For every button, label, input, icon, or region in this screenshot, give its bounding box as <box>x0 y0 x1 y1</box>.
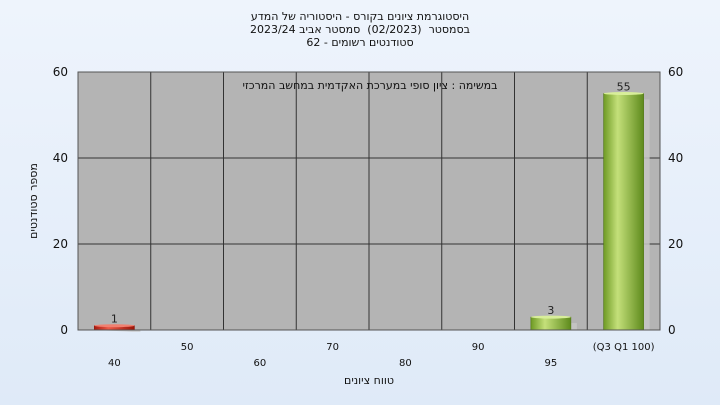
y-tick-left-0: 0 <box>60 323 68 337</box>
y-tick-left-1: 20 <box>53 237 68 251</box>
x-axis-label: טווח ציונים <box>344 374 394 387</box>
category-label-5: 90 <box>472 342 485 353</box>
y-tick-right-1: 20 <box>668 237 683 251</box>
category-label-2: 60 <box>254 358 267 369</box>
y-tick-right-3: 60 <box>668 65 683 79</box>
bar-cap-6 <box>530 315 571 319</box>
y-axis-label: מספר סטודנטים <box>27 163 40 239</box>
bar-7 <box>603 93 644 331</box>
bar-cap-0 <box>94 324 135 328</box>
y-tick-right-0: 0 <box>668 323 676 337</box>
chart-title-line-2: בסמסטר (02/2023) סמסטר אביב 2023/24 <box>249 23 471 36</box>
bar-cap-7 <box>603 92 644 95</box>
category-label-7: (Q3 Q1 100) <box>593 342 655 353</box>
chart-title-line-1: היסטוגרמת ציונים בקורס - היסטוריה של המד… <box>250 10 470 23</box>
category-label-1: 50 <box>181 342 194 353</box>
value-label-7: 55 <box>617 81 631 94</box>
value-label-0: 1 <box>111 313 118 326</box>
category-label-6: 95 <box>545 358 558 369</box>
y-tick-left-3: 60 <box>53 65 68 79</box>
plot-border <box>77 71 661 331</box>
category-label-3: 70 <box>326 342 339 353</box>
y-tick-right-2: 40 <box>668 151 683 165</box>
y-tick-left-2: 40 <box>53 151 68 165</box>
chart-title-line-3: סטודנטים רשומים - 62 <box>306 36 414 49</box>
category-label-4: 80 <box>399 358 412 369</box>
annotation-text: במשימה : ציון סופי במערכת האקדמית במחשב … <box>243 79 498 92</box>
value-label-6: 3 <box>547 304 554 317</box>
category-label-0: 40 <box>108 358 121 369</box>
bar-6 <box>530 316 572 331</box>
